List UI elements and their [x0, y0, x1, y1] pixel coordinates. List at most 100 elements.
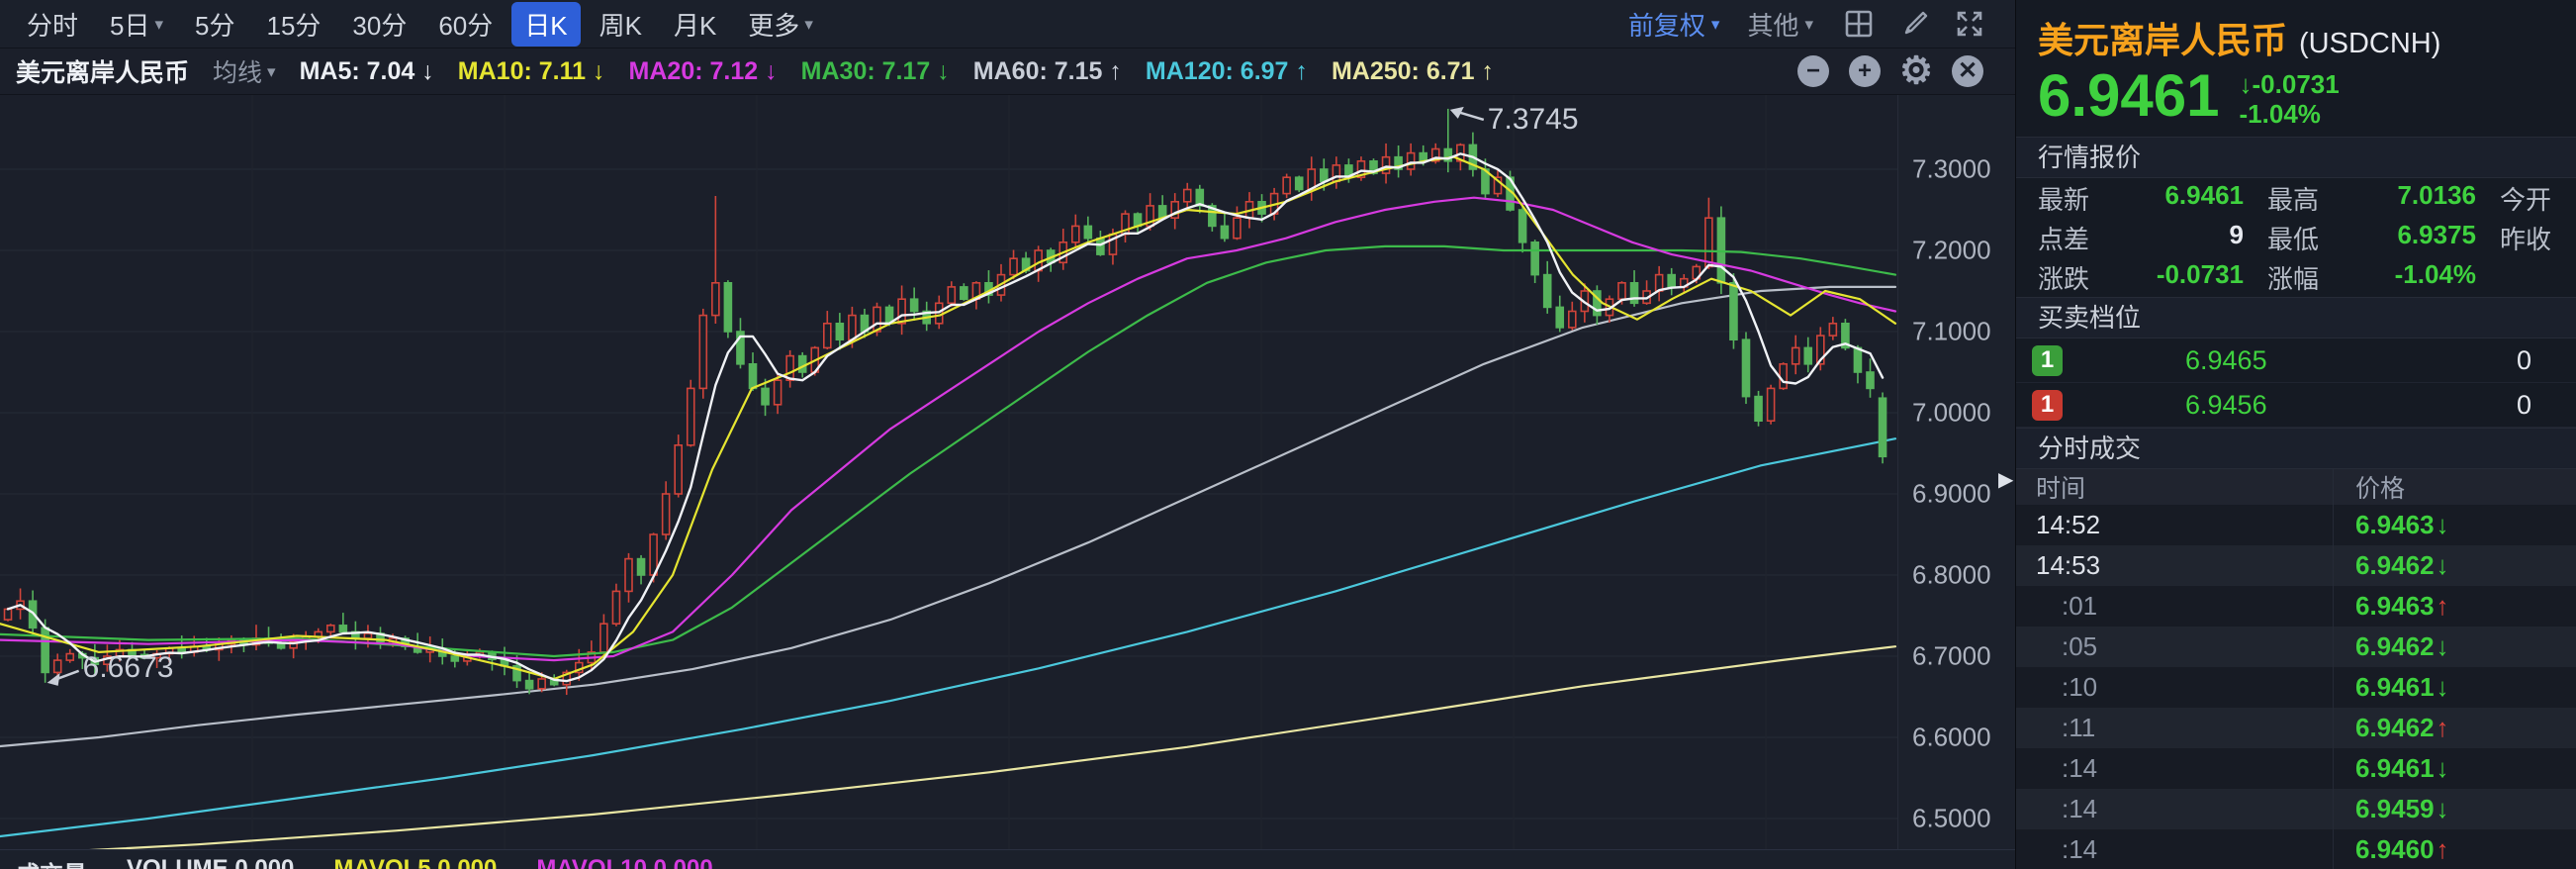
- panel-price-row: 6.9461 ↓-0.0731 -1.04%: [2016, 63, 2576, 137]
- close-icon[interactable]: ✕: [1952, 55, 1983, 87]
- trade-row[interactable]: :14 6.9461 ↓: [2016, 748, 2576, 789]
- up-arrow-icon: ↑: [2436, 834, 2449, 864]
- up-arrow-icon: ↑: [1481, 56, 1494, 85]
- price-tick: 6.6000: [1912, 722, 1991, 752]
- quote-label: 涨跌: [2038, 263, 2090, 294]
- tab-5日[interactable]: 5日 ▾: [97, 2, 176, 47]
- tab-label: 周K: [598, 10, 642, 41]
- trade-price: 6.9462 ↓: [2333, 545, 2576, 586]
- interval-toolbar: 分时 5日 ▾ 5分 15分 30分 60分 日K 周K 月K 更多 ▾ 前复权 ▾ 其他 ▾: [0, 0, 2015, 48]
- price-tick: 6.9000: [1912, 478, 1991, 509]
- tab-周K[interactable]: 周K: [587, 2, 655, 47]
- layout-grid-icon[interactable]: [1841, 6, 1877, 42]
- trade-row[interactable]: :14 6.9460 ↑: [2016, 829, 2576, 869]
- trade-price-value: 6.9459: [2355, 794, 2435, 823]
- price-change-percent: -1.04%: [2239, 99, 2321, 129]
- quote-value: -0.0731: [2156, 258, 2244, 289]
- down-arrow-icon: ↓: [2239, 69, 2253, 99]
- trade-time: :14: [2062, 753, 2098, 783]
- trades-table[interactable]: 14:52 6.9463 ↓ 14:53 6.9462 ↓:01 6.9463 ↑:05 6.9…: [2016, 505, 2576, 869]
- trade-price: 6.9460 ↑: [2333, 829, 2576, 869]
- price-axis[interactable]: 7.3000 7.2000 7.1000 7.0000 6.9000 6.8000 6.70…: [1897, 95, 2015, 850]
- tab-更多[interactable]: 更多 ▾: [735, 2, 826, 47]
- quote-value: 7.0136: [2397, 179, 2476, 210]
- down-arrow-icon: ↓: [421, 56, 434, 85]
- tab-月K[interactable]: 月K: [661, 2, 729, 47]
- ma-label: MA10: 7.11: [457, 56, 587, 85]
- trade-price-value: 6.9462: [2355, 631, 2435, 661]
- tab-60分[interactable]: 60分: [425, 2, 506, 47]
- quote-row: 最新 6.9461 最高 7.0136 今开: [2016, 178, 2576, 218]
- other-menu[interactable]: 其他 ▾: [1747, 6, 1813, 43]
- chart-pane: 分时 5日 ▾ 5分 15分 30分 60分 日K 周K 月K 更多 ▾ 前复权 ▾ 其他 ▾ 美元离…: [0, 0, 2047, 869]
- tab-日K[interactable]: 日K: [511, 1, 581, 47]
- trade-price: 6.9462 ↑: [2333, 708, 2576, 748]
- quote-label: 最高: [2267, 184, 2320, 215]
- adjust-mode-menu[interactable]: 前复权 ▾: [1628, 6, 1720, 43]
- volume-legend-item: MAVOL10 0.000: [536, 855, 713, 869]
- col-header-price: 价格: [2333, 469, 2576, 505]
- quote-row: 点差 9 最低 6.9375 昨收: [2016, 218, 2576, 257]
- tab-label: 5分: [195, 10, 235, 41]
- up-arrow-icon: ↑: [2436, 591, 2449, 621]
- ma-selector-label: 均线: [213, 59, 263, 87]
- quote-grid: 最新 6.9461 最高 7.0136 今开 点差 9 最低 6.9375 昨收 涨跌 -0.0731…: [2016, 178, 2576, 297]
- zoom-out-button[interactable]: −: [1797, 55, 1829, 87]
- ma-value-MA250: MA250: 6.71 ↑: [1332, 57, 1494, 86]
- tab-30分[interactable]: 30分: [339, 2, 419, 47]
- trade-row[interactable]: :10 6.9461 ↓: [2016, 667, 2576, 708]
- tab-label: 30分: [352, 10, 408, 41]
- trade-row[interactable]: :11 6.9462 ↑: [2016, 708, 2576, 748]
- trade-row[interactable]: 14:53 6.9462 ↓: [2016, 545, 2576, 586]
- quote-cell-点差: 点差 9: [2016, 220, 2244, 256]
- down-arrow-icon: ↓: [937, 56, 950, 85]
- chart-plot[interactable]: 7.3745 6.6673: [0, 95, 1897, 857]
- quote-label: 昨收: [2500, 224, 2552, 254]
- brush-icon[interactable]: [1896, 6, 1932, 42]
- depth-row-sell[interactable]: 1 6.9465 0: [2016, 338, 2576, 383]
- zoom-in-button[interactable]: +: [1849, 55, 1881, 87]
- depth-row-buy[interactable]: 1 6.9456 0: [2016, 383, 2576, 428]
- ma-value-MA30: MA30: 7.17 ↓: [801, 57, 950, 86]
- depth-amount: 0: [2516, 389, 2531, 420]
- tab-label: 日K: [524, 10, 568, 41]
- depth-price: 6.9465: [2185, 344, 2267, 375]
- up-arrow-icon: ↑: [1109, 56, 1122, 85]
- ma-value-MA5: MA5: 7.04 ↓: [300, 57, 434, 86]
- trade-row[interactable]: :01 6.9463 ↑: [2016, 586, 2576, 627]
- adjust-mode-label: 前复权: [1627, 10, 1705, 41]
- tab-5分[interactable]: 5分: [182, 2, 247, 47]
- ma-label: MA20: 7.12: [628, 56, 759, 85]
- tab-15分[interactable]: 15分: [254, 2, 334, 47]
- trade-price: 6.9463 ↑: [2333, 586, 2576, 627]
- quote-value: -1.04%: [2394, 258, 2476, 289]
- gear-icon[interactable]: ⚙: [1898, 50, 1934, 92]
- ma-selector-dropdown[interactable]: 均线 ▾: [213, 53, 276, 89]
- trades-table-header: 时间 价格: [2016, 469, 2576, 505]
- svg-text:7.3745: 7.3745: [1488, 103, 1579, 136]
- trade-price: 6.9461 ↓: [2333, 667, 2576, 708]
- quote-cell-昨收: 昨收: [2476, 220, 2576, 256]
- price-tick: 6.5000: [1912, 803, 1991, 833]
- trade-time: :01: [2062, 591, 2098, 621]
- trade-row[interactable]: 14:52 6.9463 ↓: [2016, 505, 2576, 545]
- tab-分时[interactable]: 分时: [14, 2, 91, 47]
- price-tick: 6.7000: [1912, 640, 1991, 671]
- ma-label: MA5: 7.04: [299, 56, 415, 85]
- panel-collapse-arrow-icon[interactable]: ▶: [1998, 469, 2014, 491]
- trade-price-value: 6.9460: [2355, 834, 2435, 864]
- quote-cell-涨幅: 涨幅 -1.04%: [2244, 259, 2476, 296]
- price-change-box: ↓-0.0731 -1.04%: [2240, 65, 2340, 129]
- panel-header: 美元离岸人民币 (USDCNH): [2016, 0, 2576, 63]
- price-change: ↓-0.0731: [2239, 69, 2340, 99]
- depth-level-badge: 1: [2032, 389, 2063, 421]
- trade-row[interactable]: :14 6.9459 ↓: [2016, 789, 2576, 829]
- trade-price-value: 6.9461: [2355, 753, 2435, 783]
- fullscreen-icon[interactable]: [1952, 6, 1987, 42]
- trade-row[interactable]: :05 6.9462 ↓: [2016, 627, 2576, 667]
- trade-price: 6.9463 ↓: [2333, 505, 2576, 545]
- candlestick-chart[interactable]: 7.3745 6.6673 7.3000 7.2000 7.1000 7.0000 6.9…: [0, 95, 2015, 857]
- trade-price-value: 6.9463: [2355, 591, 2435, 621]
- interval-tabs: 分时 5日 ▾ 5分 15分 30分 60分 日K 周K 月K 更多 ▾: [14, 1, 826, 47]
